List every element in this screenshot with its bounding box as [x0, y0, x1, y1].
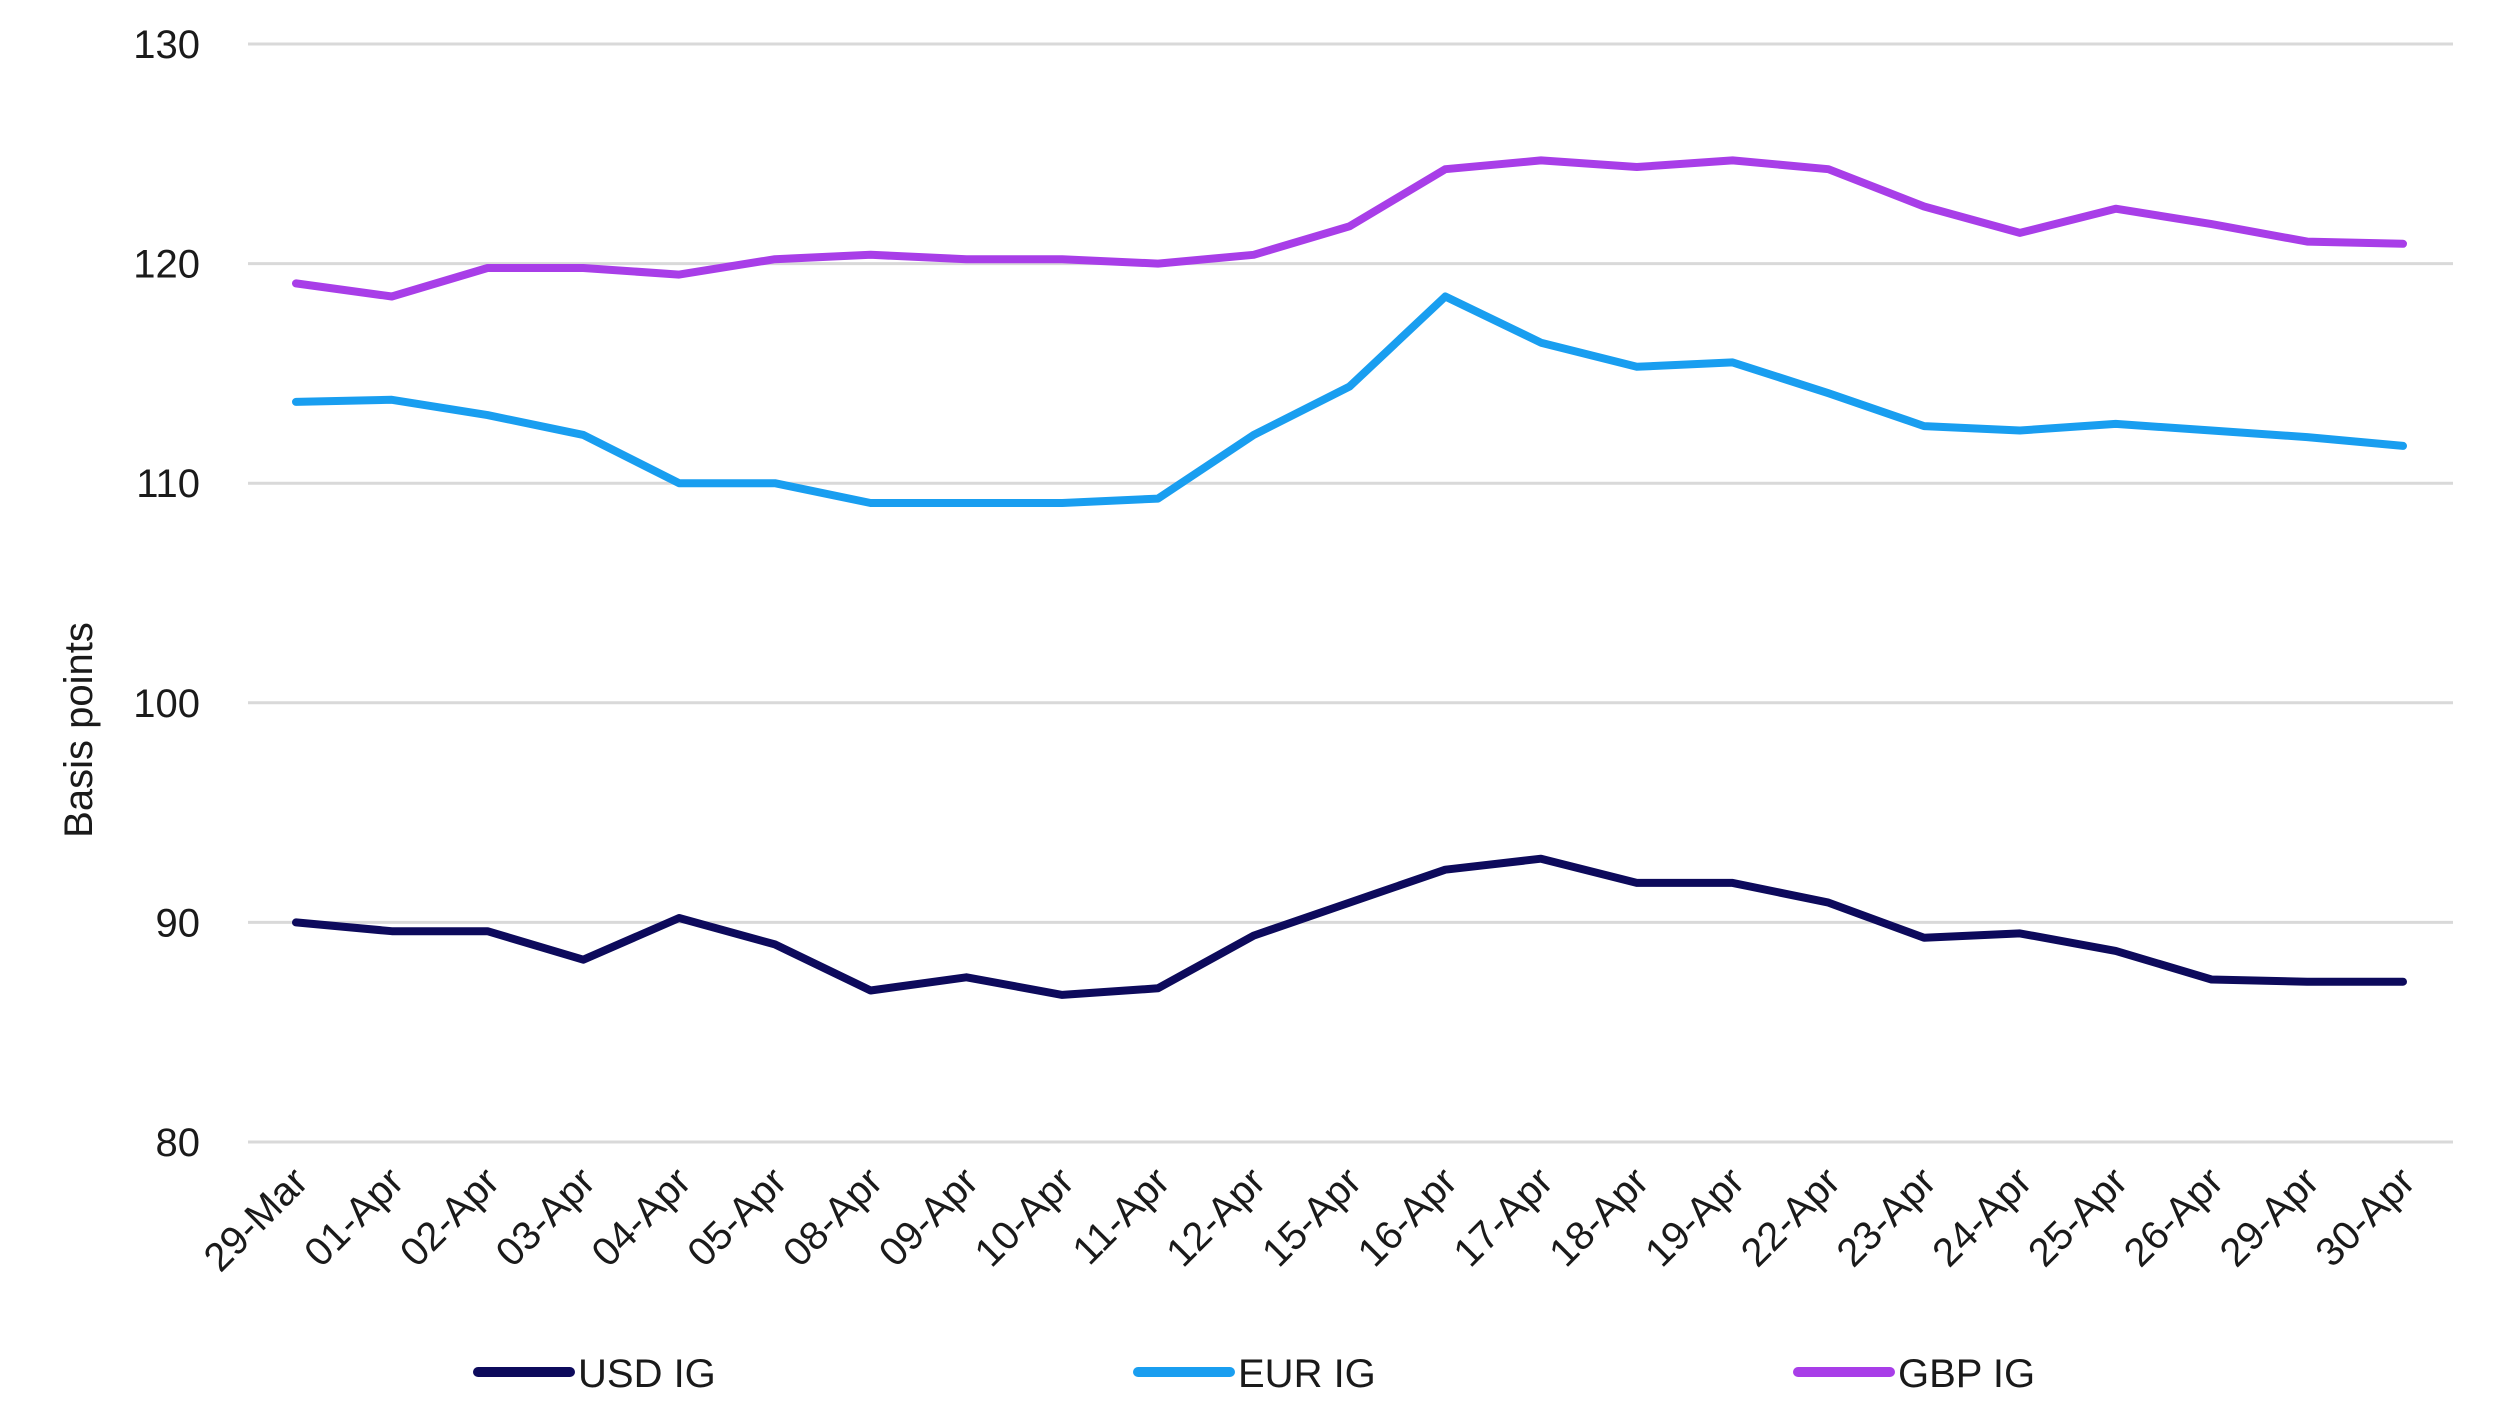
x-tick-label: 05-Apr	[679, 1159, 795, 1275]
y-tick-label: 80	[156, 1121, 201, 1165]
y-tick-label: 130	[133, 23, 200, 67]
x-tick-label: 10-Apr	[967, 1159, 1083, 1275]
x-tick-label: 29-Mar	[196, 1159, 317, 1280]
legend-label-eur-ig: EUR IG	[1238, 1352, 1376, 1396]
series-lines	[292, 156, 2407, 999]
legend: USD IG EUR IG GBP IG	[473, 1352, 2035, 1396]
x-tick-label: 01-Apr	[296, 1159, 412, 1275]
x-tick-label: 22-Apr	[1733, 1159, 1849, 1275]
x-tick-label: 15-Apr	[1254, 1159, 1370, 1275]
x-tick-label: 23-Apr	[1828, 1159, 1944, 1275]
x-tick-label: 03-Apr	[488, 1159, 604, 1275]
x-tick-label: 02-Apr	[392, 1159, 508, 1275]
y-axis-tick-labels: 80 90 100 110 120 130	[133, 23, 200, 1165]
y-tick-label: 110	[136, 462, 200, 506]
x-tick-label: 18-Apr	[1541, 1159, 1657, 1275]
x-axis-tick-labels: 29-Mar01-Apr02-Apr03-Apr04-Apr05-Apr08-A…	[196, 1159, 2424, 1280]
legend-label-usd-ig: USD IG	[578, 1352, 716, 1396]
x-tick-label: 11-Apr	[1064, 1159, 1178, 1273]
x-tick-label: 19-Apr	[1637, 1159, 1753, 1275]
y-tick-label: 120	[133, 243, 200, 287]
x-tick-label: 09-Apr	[871, 1159, 987, 1275]
series-line-gbp-ig	[292, 156, 2407, 301]
x-tick-label: 17-Apr	[1445, 1159, 1561, 1275]
x-tick-label: 04-Apr	[583, 1159, 699, 1275]
x-tick-label: 25-Apr	[2020, 1159, 2136, 1275]
x-tick-label: 29-Apr	[2212, 1159, 2328, 1275]
x-tick-label: 16-Apr	[1350, 1159, 1466, 1275]
grid-lines	[248, 42, 2453, 1144]
x-tick-label: 30-Apr	[2307, 1159, 2423, 1275]
y-tick-label: 100	[133, 682, 200, 726]
series-line-usd-ig	[292, 854, 2407, 999]
x-tick-label: 26-Apr	[2116, 1159, 2232, 1275]
x-tick-label: 12-Apr	[1158, 1159, 1274, 1275]
series-line-eur-ig	[292, 292, 2407, 507]
legend-label-gbp-ig: GBP IG	[1898, 1352, 2035, 1396]
y-tick-label: 90	[156, 901, 201, 945]
x-tick-label: 08-Apr	[775, 1159, 891, 1275]
y-axis-title: Basis points	[57, 622, 101, 838]
x-tick-label: 24-Apr	[1924, 1159, 2040, 1275]
